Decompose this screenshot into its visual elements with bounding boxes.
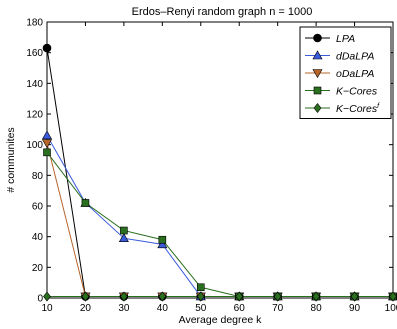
y-axis-label: # communites bbox=[5, 127, 17, 192]
x-tick-label: 70 bbox=[272, 303, 284, 314]
data-point-3-1 bbox=[81, 199, 90, 207]
legend-marker bbox=[313, 86, 322, 95]
series-lines bbox=[46, 47, 393, 297]
x-tick-label: 30 bbox=[118, 303, 130, 314]
legend-marker bbox=[313, 103, 322, 113]
y-tick-label: 120 bbox=[26, 110, 43, 121]
y-tick-label: 60 bbox=[32, 202, 44, 213]
data-point-2-0 bbox=[41, 139, 53, 149]
data-point-4-2 bbox=[120, 291, 128, 302]
y-tick-label: 140 bbox=[26, 79, 43, 90]
data-point-4-6 bbox=[273, 291, 282, 302]
data-point-1-0 bbox=[41, 130, 53, 140]
x-tick-label: 10 bbox=[41, 303, 53, 314]
legend-item-label: K−Cores bbox=[336, 86, 378, 98]
data-point-1-3 bbox=[157, 239, 168, 249]
data-point-4-4 bbox=[196, 291, 205, 302]
data-point-4-7 bbox=[312, 291, 320, 302]
legend: LPA dDaLPA oDaLPA K−Cores K−Coresf bbox=[299, 26, 392, 119]
x-tick-label: 60 bbox=[234, 303, 246, 314]
x-tick-label: 50 bbox=[195, 303, 207, 314]
x-tick-label: 40 bbox=[157, 303, 169, 314]
data-point-4-5 bbox=[235, 291, 244, 302]
legend-marker bbox=[312, 50, 323, 60]
y-tick-label: 40 bbox=[32, 232, 44, 243]
data-point-4-0 bbox=[43, 291, 51, 302]
legend-item-label: K−Coresf bbox=[336, 103, 380, 115]
y-tick-label: 20 bbox=[32, 263, 44, 274]
data-point-1-2 bbox=[118, 233, 129, 242]
data-point-3-4 bbox=[196, 283, 205, 292]
data-point-0-0 bbox=[42, 43, 52, 53]
x-tick-label: 80 bbox=[311, 303, 323, 314]
legend-marker bbox=[312, 69, 323, 79]
data-point-4-1 bbox=[81, 291, 90, 302]
data-point-4-8 bbox=[350, 291, 359, 302]
series-markers bbox=[41, 43, 397, 302]
x-tick-label: 90 bbox=[349, 303, 361, 314]
y-tick-label: 0 bbox=[37, 294, 43, 305]
x-tick-label: 100 bbox=[385, 303, 397, 314]
legend-item-label: dDaLPA bbox=[336, 51, 374, 63]
data-point-4-9 bbox=[389, 291, 397, 302]
y-tick-label: 100 bbox=[26, 140, 43, 151]
x-tick-label: 20 bbox=[80, 303, 92, 314]
legend-item-label: oDaLPA bbox=[336, 68, 374, 80]
legend-item-label: LPA bbox=[336, 33, 355, 45]
data-point-3-3 bbox=[158, 235, 167, 244]
axis-ticks: 10 20 30 40 50 60 70 80 90 100 0 20 40 60 80 100 120 140 1… bbox=[26, 18, 397, 315]
legend-marker bbox=[313, 33, 322, 43]
x-axis-label: Average degree k bbox=[179, 314, 262, 326]
chart-title: Erdos–Renyi random graph n = 1000 bbox=[132, 6, 313, 18]
data-point-4-3 bbox=[158, 291, 167, 302]
y-tick-label: 180 bbox=[26, 18, 43, 29]
data-point-3-2 bbox=[120, 226, 128, 235]
data-point-3-0 bbox=[43, 148, 51, 157]
y-tick-label: 80 bbox=[32, 171, 44, 182]
y-tick-label: 160 bbox=[26, 48, 43, 59]
